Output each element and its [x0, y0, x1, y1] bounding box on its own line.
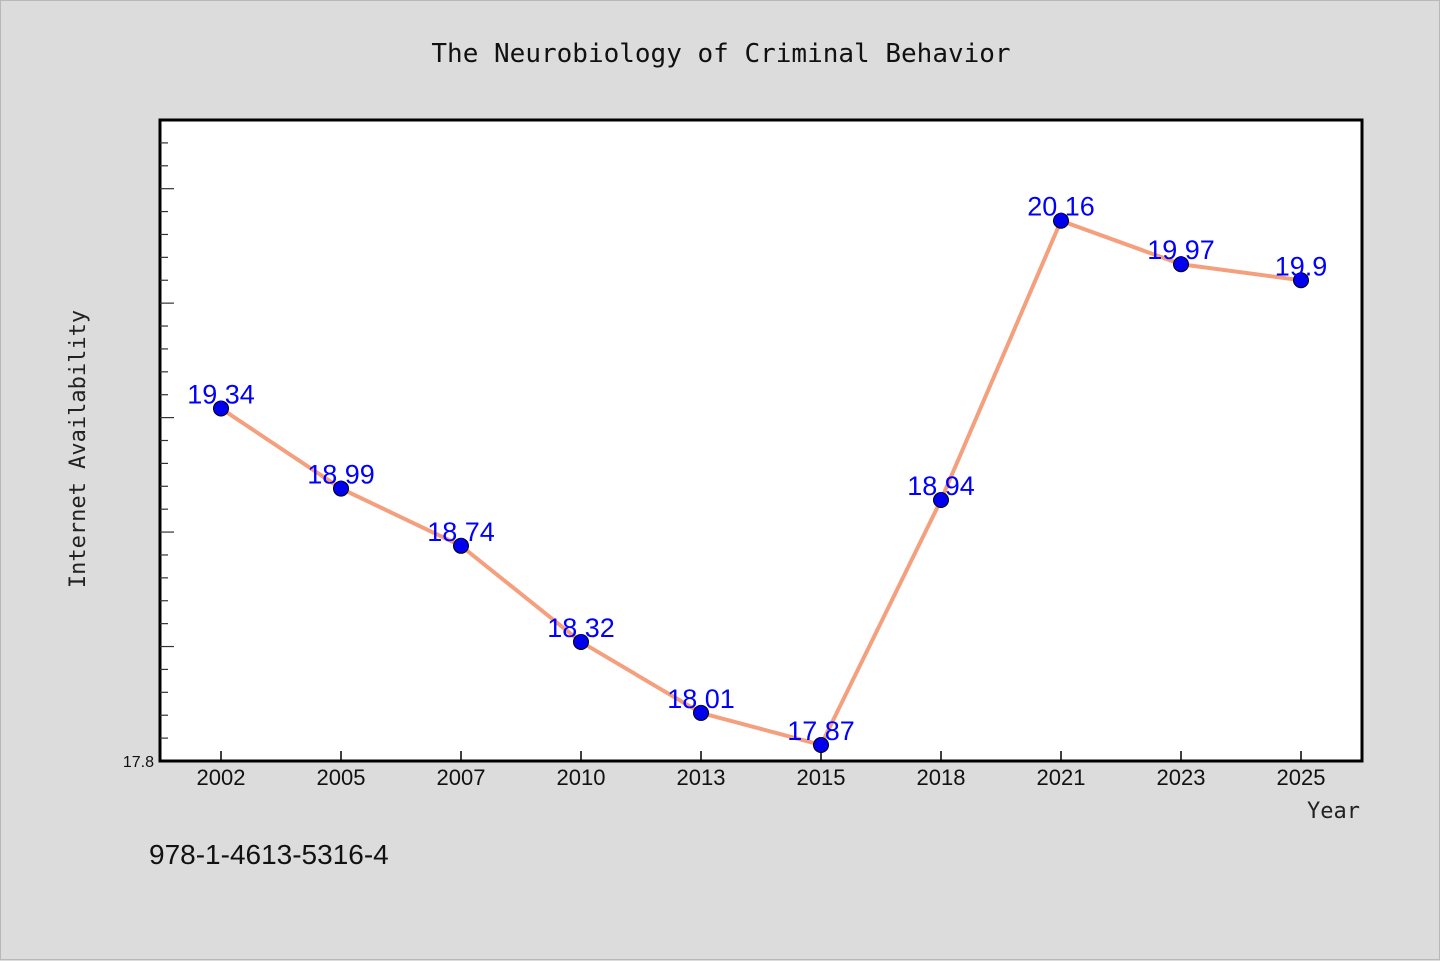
x-tick-label: 2002: [197, 765, 246, 790]
data-point: [573, 633, 589, 650]
x-tick-label: 2021: [1037, 765, 1086, 790]
y-axis-ticks: 17.8: [123, 142, 174, 771]
x-tick-label: 2018: [917, 765, 966, 790]
y-tick-label: 17.8: [123, 754, 154, 771]
x-tick-label: 2023: [1157, 765, 1206, 790]
data-label: 18.01: [667, 684, 735, 714]
plot-area: [158, 118, 1364, 763]
x-tick-label: 2025: [1277, 765, 1326, 790]
data-label: 18.94: [907, 471, 975, 501]
data-point: [933, 492, 949, 509]
data-label: 19.9: [1275, 251, 1328, 281]
data-label: 18.74: [427, 517, 495, 547]
x-axis-label: Year: [1307, 799, 1360, 824]
x-tick-label: 2015: [797, 765, 846, 790]
series-group: 19.34 18.99 18.74 18.32 18.01 17.87 18.94 20.16…: [187, 192, 1327, 753]
data-point: [453, 537, 469, 554]
x-tick-label: 2005: [317, 765, 366, 790]
data-label: 18.99: [307, 460, 375, 490]
data-label: 19.34: [187, 379, 255, 409]
data-point: [213, 400, 229, 417]
data-label: 20.16: [1027, 192, 1095, 222]
data-point: [333, 480, 349, 497]
data-point: [693, 704, 709, 721]
data-point: [1293, 272, 1309, 289]
isbn-text: 978-1-4613-5316-4: [149, 839, 389, 870]
data-label: 18.32: [547, 613, 615, 643]
data-point: [1053, 212, 1069, 229]
y-axis-label: Internet Availability: [66, 310, 91, 588]
x-tick-label: 2013: [677, 765, 726, 790]
series-line: [219, 218, 1303, 747]
x-axis-ticks: 2002 2005 2007 2010 2013 2015 2018 2021 2023 2025: [197, 751, 1326, 790]
data-label: 17.87: [787, 716, 855, 746]
x-tick-label: 2010: [557, 765, 606, 790]
data-point: [1173, 256, 1189, 273]
data-label: 19.97: [1147, 235, 1215, 265]
data-point: [813, 736, 829, 753]
x-tick-label: 2007: [437, 765, 486, 790]
chart-title: The Neurobiology of Criminal Behavior: [431, 39, 1010, 69]
